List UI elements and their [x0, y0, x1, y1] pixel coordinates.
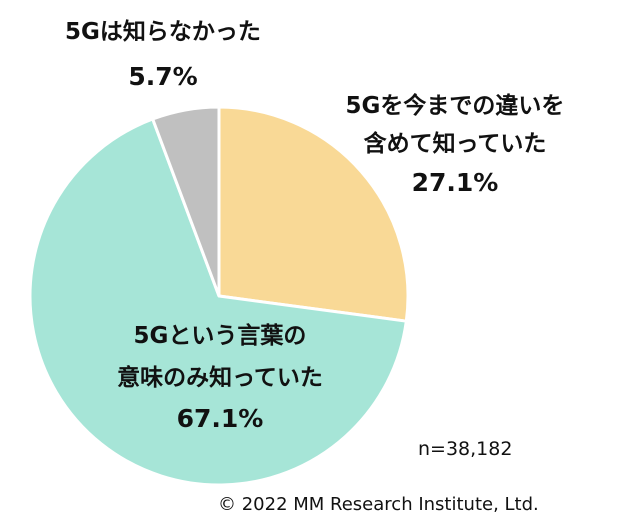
slice-label-knew-differences: 5Gを今までの違いを 含めて知っていた 27.1% [320, 92, 590, 198]
pie-slice-knew-meaning-only [28, 117, 408, 487]
slice-label-line1: 5Gという言葉の [133, 323, 307, 349]
slice-value-label: 5.7% [128, 62, 198, 91]
slice-label-line2: 意味のみ知っていた [117, 365, 323, 391]
slice-label-line2: 含めて知っていた [363, 131, 547, 157]
slice-value-label: 27.1% [411, 168, 499, 197]
slice-label-knew-meaning-only: 5Gという言葉の 意味のみ知っていた 67.1% [100, 322, 340, 434]
slice-value-label: 67.1% [176, 404, 264, 433]
slice-label-line1: 5Gは知らなかった [65, 19, 261, 45]
pie-slice-knew-differences [217, 105, 410, 323]
pie-slice-did-not-know [151, 105, 221, 298]
copyright-notice: © 2022 MM Research Institute, Ltd. [218, 494, 539, 515]
slice-label-did-not-know: 5Gは知らなかった 5.7% [48, 18, 278, 92]
sample-size-note: n=38,182 [418, 438, 513, 460]
slice-label-line1: 5Gを今までの違いを [345, 93, 565, 119]
